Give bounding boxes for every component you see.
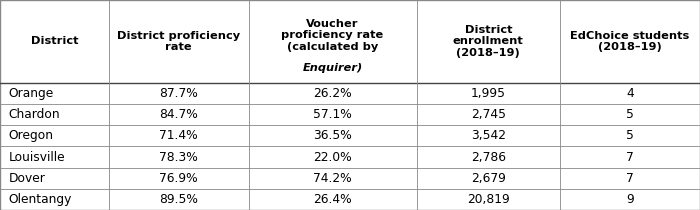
- Text: 26.4%: 26.4%: [313, 193, 352, 206]
- Text: 84.7%: 84.7%: [159, 108, 198, 121]
- Text: EdChoice students
(2018–19): EdChoice students (2018–19): [570, 31, 690, 52]
- Text: 1,995: 1,995: [470, 87, 505, 100]
- Text: 76.9%: 76.9%: [159, 172, 198, 185]
- Text: 74.2%: 74.2%: [313, 172, 352, 185]
- Text: 5: 5: [626, 108, 634, 121]
- Text: 22.0%: 22.0%: [313, 151, 352, 164]
- Text: 7: 7: [626, 151, 634, 164]
- Text: 36.5%: 36.5%: [313, 129, 352, 142]
- Text: District proficiency
rate: District proficiency rate: [117, 31, 240, 52]
- Text: 87.7%: 87.7%: [159, 87, 198, 100]
- Text: 2,745: 2,745: [470, 108, 505, 121]
- Bar: [0, 0, 700, 83]
- Text: 5: 5: [626, 129, 634, 142]
- Text: 71.4%: 71.4%: [159, 129, 198, 142]
- Text: Louisville: Louisville: [8, 151, 65, 164]
- Text: 2,679: 2,679: [471, 172, 505, 185]
- Text: 26.2%: 26.2%: [313, 87, 352, 100]
- Text: Dover: Dover: [8, 172, 46, 185]
- Text: Oregon: Oregon: [8, 129, 53, 142]
- Text: 9: 9: [626, 193, 634, 206]
- Text: Chardon: Chardon: [8, 108, 60, 121]
- Text: Enquirer): Enquirer): [302, 63, 363, 73]
- Text: 4: 4: [626, 87, 634, 100]
- Text: 3,542: 3,542: [470, 129, 505, 142]
- Text: Voucher
proficiency rate
(calculated by: Voucher proficiency rate (calculated by: [281, 18, 384, 52]
- Text: 78.3%: 78.3%: [159, 151, 198, 164]
- Text: Orange: Orange: [8, 87, 54, 100]
- Text: 7: 7: [626, 172, 634, 185]
- Text: 57.1%: 57.1%: [313, 108, 352, 121]
- Text: District: District: [31, 37, 78, 46]
- Text: Olentangy: Olentangy: [8, 193, 72, 206]
- Text: 2,786: 2,786: [470, 151, 505, 164]
- Text: District
enrollment
(2018–19): District enrollment (2018–19): [453, 25, 524, 58]
- Text: 89.5%: 89.5%: [159, 193, 198, 206]
- Text: 20,819: 20,819: [467, 193, 510, 206]
